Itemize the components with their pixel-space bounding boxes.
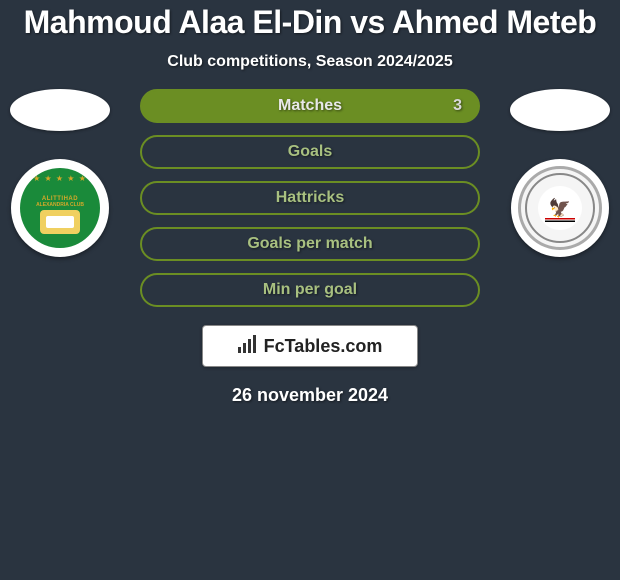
player-left-column: ★ ★ ★ ★ ★ ALITTIHAD ALEXANDRIA CLUB bbox=[10, 89, 110, 257]
stat-label: Hattricks bbox=[276, 189, 344, 207]
eagle-icon: 🦅 bbox=[549, 198, 571, 219]
stat-row: Min per goal bbox=[140, 273, 480, 307]
stat-row: Matches 3 bbox=[140, 89, 480, 123]
club-left-emblem-inner bbox=[46, 216, 74, 228]
stat-label: Goals bbox=[288, 143, 332, 161]
club-badge-left-inner: ★ ★ ★ ★ ★ ALITTIHAD ALEXANDRIA CLUB bbox=[20, 168, 100, 248]
club-left-emblem bbox=[40, 210, 80, 234]
bar-chart-icon bbox=[238, 335, 258, 358]
stars-icon: ★ ★ ★ ★ ★ bbox=[33, 174, 87, 183]
season-subtitle: Club competitions, Season 2024/2025 bbox=[167, 53, 452, 71]
branding-badge: FcTables.com bbox=[202, 325, 418, 367]
stat-row: Goals per match bbox=[140, 227, 480, 261]
club-right-ring: 🦅 bbox=[525, 173, 595, 243]
stats-column: Matches 3 Goals Hattricks Goals per match Min… bbox=[110, 89, 510, 307]
flag-stripe-icon bbox=[545, 218, 575, 222]
player-left-photo-slot bbox=[10, 89, 110, 131]
date-text: 26 november 2024 bbox=[232, 385, 388, 406]
club-badge-left: ★ ★ ★ ★ ★ ALITTIHAD ALEXANDRIA CLUB bbox=[11, 159, 109, 257]
stat-label: Goals per match bbox=[247, 235, 372, 253]
stat-row: Goals bbox=[140, 135, 480, 169]
stat-value-right: 3 bbox=[453, 97, 462, 115]
stat-label: Matches bbox=[278, 97, 342, 115]
player-right-column: 🦅 bbox=[510, 89, 610, 257]
club-right-center: 🦅 bbox=[538, 186, 582, 230]
club-badge-right-inner: 🦅 bbox=[518, 166, 602, 250]
club-left-text-bottom: ALEXANDRIA CLUB bbox=[36, 202, 84, 208]
branding-text: FcTables.com bbox=[264, 336, 383, 357]
main-row: ★ ★ ★ ★ ★ ALITTIHAD ALEXANDRIA CLUB Matc… bbox=[0, 89, 620, 307]
player-right-photo-slot bbox=[510, 89, 610, 131]
club-badge-right: 🦅 bbox=[511, 159, 609, 257]
comparison-card: Mahmoud Alaa El-Din vs Ahmed Meteb Club … bbox=[0, 0, 620, 406]
stat-row: Hattricks bbox=[140, 181, 480, 215]
stat-label: Min per goal bbox=[263, 281, 357, 299]
page-title: Mahmoud Alaa El-Din vs Ahmed Meteb bbox=[24, 4, 597, 41]
